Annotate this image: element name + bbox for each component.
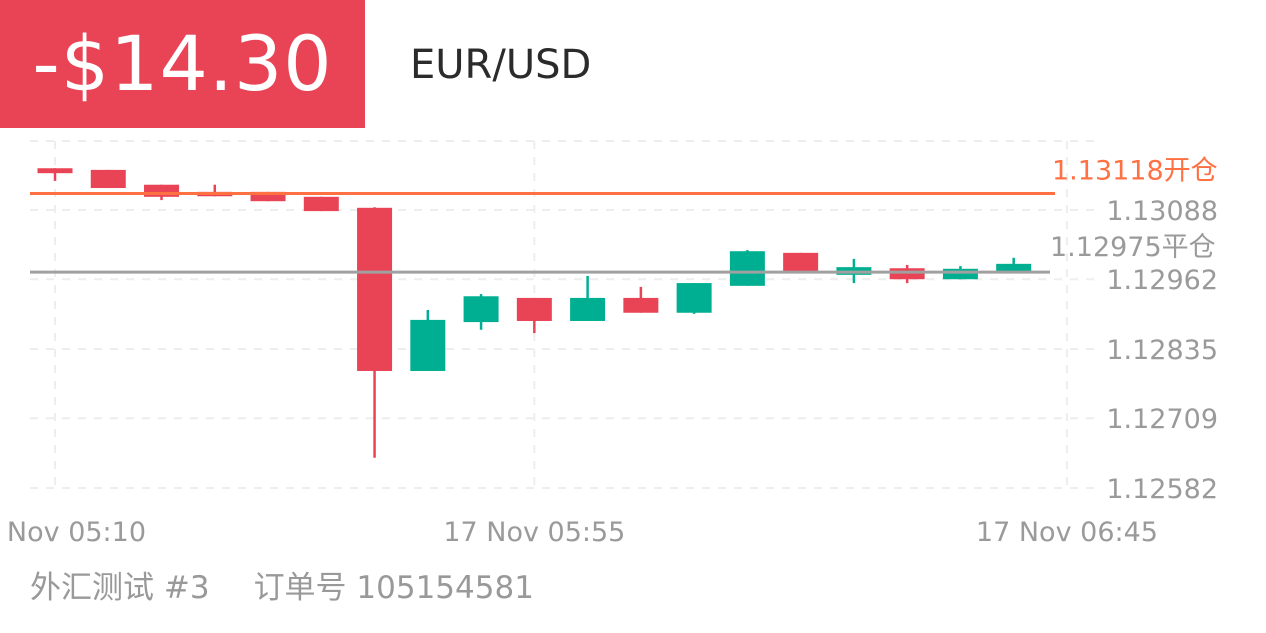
candle-body bbox=[889, 268, 925, 280]
grid bbox=[30, 140, 1095, 490]
pnl-badge: -$14.30 bbox=[0, 0, 365, 128]
candle-body bbox=[303, 196, 339, 212]
candles bbox=[37, 168, 1032, 458]
candle-body bbox=[570, 297, 606, 321]
x-tick-label: 17 Nov 05:55 bbox=[443, 517, 625, 548]
candle-body bbox=[942, 268, 978, 280]
x-tick-label: 17 Nov 05:10 bbox=[0, 517, 146, 548]
candle-body bbox=[516, 297, 552, 321]
open-price-label: 1.13118开仓 bbox=[1052, 156, 1218, 187]
candle-body bbox=[996, 263, 1032, 271]
candle-body bbox=[357, 207, 393, 371]
chart-labels: 1.13088 1.12962 1.12835 1.12709 1.12582 17 No… bbox=[0, 156, 1218, 548]
y-tick-label: 1.12709 bbox=[1106, 404, 1218, 435]
candle-body bbox=[250, 191, 286, 202]
y-tick-label: 1.13088 bbox=[1106, 196, 1218, 227]
order-number: 订单号 105154581 bbox=[253, 570, 534, 606]
y-tick-label: 1.12582 bbox=[1106, 474, 1218, 505]
candle-body bbox=[729, 251, 765, 286]
close-price-label: 1.12975平仓 bbox=[1050, 232, 1216, 263]
candle-body bbox=[37, 168, 73, 174]
candle-body bbox=[463, 296, 499, 323]
candle-body bbox=[410, 319, 446, 371]
order-info: 外汇测试 #3 订单号 105154581 bbox=[30, 562, 578, 607]
candle-body bbox=[623, 297, 659, 313]
candle-body bbox=[783, 252, 819, 271]
candle-body bbox=[676, 283, 712, 313]
price-lines bbox=[30, 192, 1055, 274]
y-tick-label: 1.12962 bbox=[1106, 265, 1218, 296]
account-name: 外汇测试 #3 bbox=[30, 570, 210, 606]
symbol-title: EUR/USD bbox=[410, 42, 592, 88]
candle-body bbox=[90, 169, 126, 189]
x-tick-label: 17 Nov 06:45 bbox=[976, 517, 1158, 548]
y-tick-label: 1.12835 bbox=[1106, 335, 1218, 366]
